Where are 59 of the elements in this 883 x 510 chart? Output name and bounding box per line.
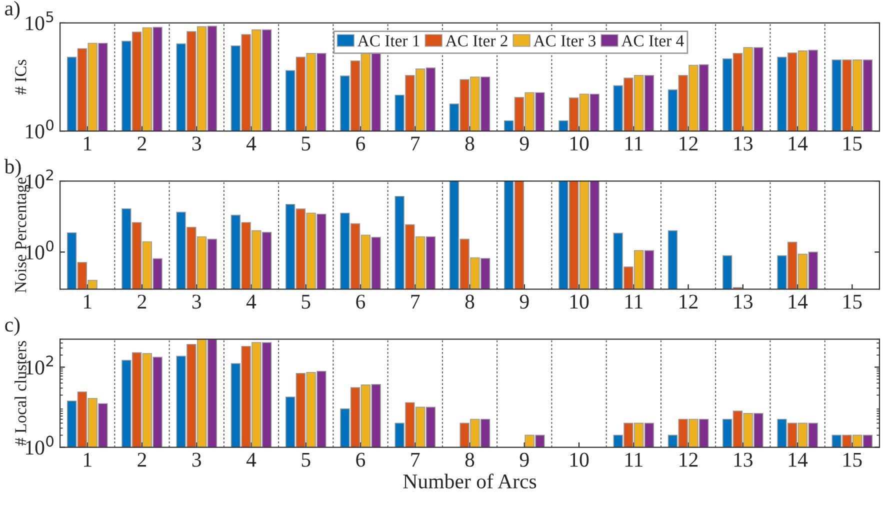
x-tick-label: 15 — [844, 294, 862, 309]
x-tick-label: 3 — [192, 136, 202, 151]
x-tick-label: 1 — [84, 136, 92, 150]
x-tick-label: 3 — [192, 294, 202, 309]
text: a) — [5, 0, 20, 20]
x-tick-label: 5 — [302, 452, 310, 467]
x-tick-label: 3 — [192, 452, 202, 467]
x-tick-label: 15 — [844, 136, 862, 151]
x-tick-label: 8 — [465, 136, 474, 151]
x-tick-label: 4 — [246, 136, 256, 150]
x-tick-label: 6 — [356, 294, 366, 309]
x-tick-label: 10 — [570, 136, 589, 151]
y-tick-label: 10$^{0}$ — [26, 436, 54, 455]
y-axis-title: # ICs — [15, 60, 26, 95]
x-tick-label: 12 — [680, 294, 698, 308]
x-tick-label: 12 — [680, 136, 698, 150]
x-tick-label: 5 — [302, 136, 310, 151]
x-tick-label: 6 — [356, 452, 366, 467]
legend-label: AC Iter 1 — [357, 35, 420, 46]
x-axis-title: Number of Arcs — [403, 474, 536, 488]
x-tick-label: 7 — [411, 136, 420, 150]
x-tick-label: 9 — [520, 452, 529, 467]
text: b) — [4, 158, 21, 178]
x-tick-label: 15 — [844, 452, 862, 467]
x-tick-label: 4 — [246, 452, 256, 467]
x-tick-label: 1 — [84, 452, 92, 467]
x-tick-label: 9 — [520, 294, 529, 309]
y-tick-label: 10$^{5}$ — [26, 11, 54, 30]
y-axis-title: # Local clusters — [14, 341, 26, 446]
x-tick-label: 1 — [84, 294, 92, 308]
x-tick-label: 12 — [680, 452, 698, 467]
x-tick-label: 13 — [734, 136, 752, 151]
x-tick-label: 14 — [788, 136, 808, 150]
x-tick-label: 6 — [356, 136, 366, 151]
text: c) — [5, 317, 20, 336]
legend-label: AC Iter 4 — [621, 35, 684, 46]
x-tick-label: 11 — [625, 136, 642, 150]
x-tick-label: 11 — [625, 452, 642, 467]
x-tick-label: 10 — [570, 294, 589, 309]
y-tick-label: 10$^{2}$ — [26, 356, 53, 375]
y-tick-label: 10$^{0}$ — [26, 119, 54, 138]
x-tick-label: 9 — [520, 136, 529, 151]
x-tick-label: 13 — [734, 294, 752, 309]
x-tick-label: 2 — [138, 136, 146, 150]
x-tick-label: 2 — [138, 294, 146, 308]
x-tick-label: 14 — [788, 294, 808, 308]
x-tick-label: 13 — [734, 452, 752, 467]
x-tick-label: 4 — [246, 294, 256, 308]
x-tick-label: 10 — [570, 452, 589, 467]
x-tick-label: 2 — [138, 452, 146, 467]
x-tick-label: 5 — [302, 294, 310, 309]
x-tick-label: 14 — [788, 452, 808, 467]
x-tick-label: 8 — [465, 452, 474, 467]
x-tick-label: 8 — [465, 294, 474, 309]
x-tick-label: 11 — [625, 294, 642, 308]
x-tick-label: 7 — [411, 452, 420, 467]
x-tick-label: 7 — [411, 294, 420, 308]
legend-label: AC Iter 3 — [533, 35, 596, 46]
legend-label: AC Iter 2 — [445, 35, 508, 46]
